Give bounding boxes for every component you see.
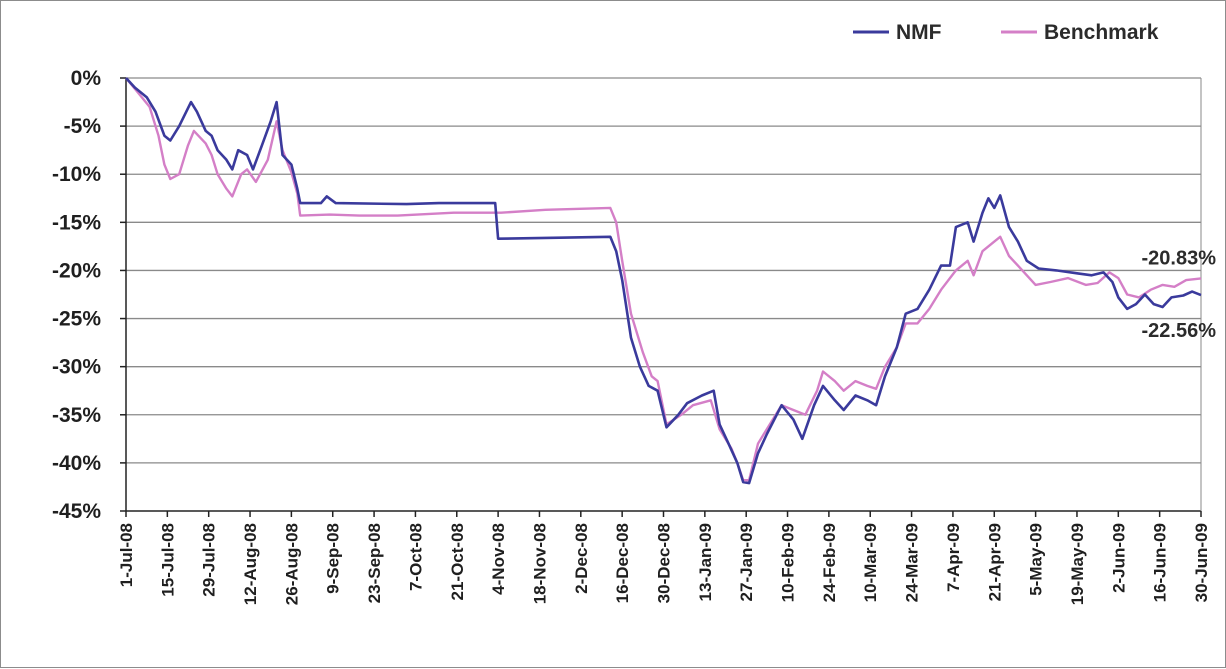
x-tick-label: 12-Aug-08: [241, 523, 260, 605]
annotations: -20.83% -22.56%: [1142, 247, 1217, 342]
y-tick-label: -25%: [52, 308, 101, 331]
series-lines: [125, 77, 1202, 485]
x-tick-label: 13-Jan-09: [696, 523, 715, 601]
x-tick-label: 4-Nov-08: [489, 523, 508, 595]
legend-label-benchmark: Benchmark: [1044, 21, 1159, 44]
x-tick-label: 10-Feb-09: [779, 523, 798, 602]
x-tick-label: 9-Sep-08: [324, 523, 343, 594]
y-tick-label: 0%: [71, 67, 102, 90]
x-tick-label: 23-Sep-08: [365, 523, 384, 603]
x-tick-label: 27-Jan-09: [737, 523, 756, 601]
x-tick-label: 21-Apr-09: [985, 523, 1004, 601]
x-tick-label: 10-Mar-09: [861, 523, 880, 602]
x-tick-label: 24-Mar-09: [903, 523, 922, 602]
x-tick-label: 7-Oct-08: [406, 523, 425, 591]
x-tick-label: 5-May-09: [1027, 523, 1046, 596]
y-tick-label: -40%: [52, 452, 101, 475]
y-tick-label: -15%: [52, 211, 101, 234]
x-tick-label: 26-Aug-08: [282, 523, 301, 605]
axes: [120, 77, 1202, 517]
y-tick-label: -20%: [52, 259, 101, 282]
x-tick-label: 18-Nov-08: [530, 523, 549, 604]
y-tick-label: -30%: [52, 356, 101, 379]
x-tick-label: 1-Jul-08: [117, 523, 136, 587]
end-value-label-benchmark: -20.83%: [1142, 247, 1217, 269]
x-tick-label: 19-May-09: [1068, 523, 1087, 605]
x-tick-label: 30-Dec-08: [655, 523, 674, 603]
x-tick-label: 15-Jul-08: [158, 523, 177, 597]
x-tick-label: 2-Dec-08: [572, 523, 591, 594]
x-tick-label: 24-Feb-09: [820, 523, 839, 602]
x-tick-label: 30-Jun-09: [1192, 523, 1211, 602]
y-tick-label: -5%: [64, 115, 102, 138]
x-tick-label: 21-Oct-08: [448, 523, 467, 600]
x-tick-label: 29-Jul-08: [200, 523, 219, 597]
series-line-nmf: [125, 77, 1202, 485]
x-tick-label: 16-Dec-08: [613, 523, 632, 603]
end-value-label-nmf: -22.56%: [1142, 320, 1217, 342]
x-tick-label: 16-Jun-09: [1151, 523, 1170, 602]
x-tick-label: 7-Apr-09: [944, 523, 963, 592]
legend: NMF Benchmark: [853, 21, 1159, 44]
y-tick-label: -35%: [52, 404, 101, 427]
gridlines: [126, 77, 1201, 464]
legend-label-nmf: NMF: [896, 21, 942, 44]
x-tick-label: 2-Jun-09: [1109, 523, 1128, 593]
y-tick-label: -45%: [52, 500, 101, 523]
y-tick-label: -10%: [52, 163, 101, 186]
y-tick-labels: 0% -5% -10% -15% -20% -25% -30% -35% -40% -45%: [52, 67, 101, 523]
x-tick-labels: 1-Jul-08 15-Jul-08 29-Jul-08 12-Aug-08 26-Au…: [117, 523, 1211, 605]
